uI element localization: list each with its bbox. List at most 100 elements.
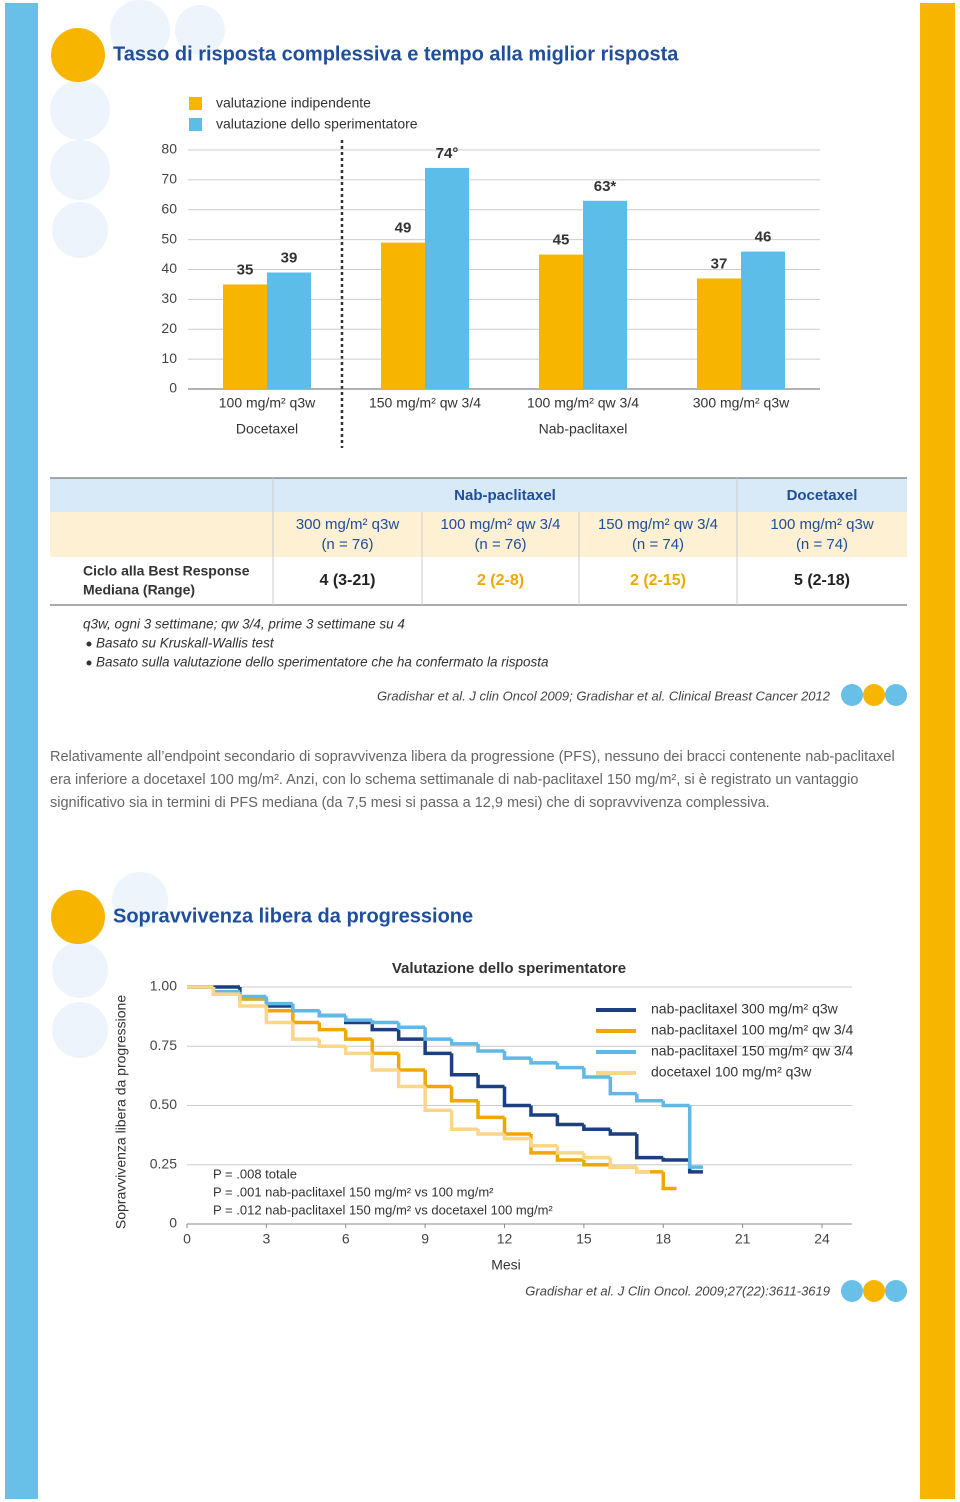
x-tick-label: 100 mg/m² qw 3/4	[527, 395, 639, 411]
km-step	[476, 1043, 505, 1053]
table-subheader-band	[50, 512, 907, 557]
legend-label: valutazione dello sperimentatore	[216, 116, 418, 132]
x-tick-label: 15	[576, 1231, 592, 1247]
km-step	[529, 1138, 558, 1148]
y-tick-label: 80	[161, 141, 177, 157]
y-tick-label: 60	[161, 200, 177, 216]
value-label: 45	[553, 232, 570, 249]
title-dot	[51, 28, 105, 82]
legend-label: docetaxel 100 mg/m² q3w	[651, 1064, 812, 1080]
x-tick-label: 21	[735, 1231, 751, 1247]
km-step	[529, 1105, 558, 1117]
km-step	[317, 1022, 346, 1032]
legend-label: nab-paclitaxel 100 mg/m² qw 3/4	[651, 1022, 854, 1038]
km-step	[555, 1114, 584, 1127]
km-step	[635, 1133, 664, 1160]
series	[187, 985, 703, 1169]
x-tick-label: 150 mg/m² qw 3/4	[369, 395, 481, 411]
series	[187, 985, 703, 1174]
km-step	[449, 1053, 479, 1077]
column-header: 150 mg/m² qw 3/4	[598, 516, 718, 533]
y-tick-label: 30	[161, 290, 177, 306]
left-stripe	[5, 3, 38, 1499]
note: Basato su Kruskall-Wallis test	[96, 636, 275, 651]
y-tick-label: 0.25	[150, 1155, 177, 1171]
watermark	[50, 0, 225, 1058]
bar	[223, 284, 267, 389]
legend-swatch	[189, 118, 202, 131]
km-step	[555, 1152, 584, 1162]
paragraph: Relativamente all’endpoint secondario di…	[50, 749, 895, 811]
bar	[583, 200, 627, 389]
column-header: 300 mg/m² q3w	[296, 516, 400, 533]
km-step	[449, 1039, 479, 1046]
km-step	[529, 1133, 558, 1155]
km-step	[423, 1069, 452, 1089]
source: Gradishar et al. J clin Oncol 2009; Grad…	[377, 688, 831, 703]
source-dots	[841, 684, 907, 1302]
row-label: Mediana (Range)	[83, 582, 195, 598]
note: Basato sulla valutazione dello speriment…	[96, 655, 549, 670]
value-label: 74°	[436, 145, 459, 162]
km-step	[370, 1020, 399, 1025]
chart-title: Sopravvivenza libera da progressione	[113, 905, 473, 927]
table-cell: 2 (2-8)	[477, 572, 524, 589]
row-label: Ciclo alla Best Response	[83, 563, 250, 579]
km-step	[238, 994, 267, 1008]
km-step	[449, 1086, 479, 1103]
value-label: 35	[237, 261, 254, 278]
group-label: Nab-paclitaxel	[539, 421, 628, 437]
km-step	[396, 1069, 426, 1089]
note: q3w, ogni 3 settimane; qw 3/4, prime 3 s…	[83, 617, 405, 632]
km-step	[423, 1027, 452, 1041]
y-axis-label: Sopravvivenza libera da progressione	[113, 995, 129, 1229]
bar	[697, 278, 741, 389]
km-step	[529, 1058, 558, 1065]
km-step	[608, 1129, 637, 1136]
y-tick-label: 0	[169, 380, 177, 396]
annotation: P = .001 nab-paclitaxel 150 mg/m² vs 100…	[213, 1184, 494, 1199]
y-tick-label: 0.50	[150, 1096, 177, 1112]
km-step	[370, 1053, 399, 1072]
bar	[267, 272, 311, 389]
km-step	[502, 1133, 531, 1141]
km-step	[687, 1105, 703, 1169]
km-step	[423, 1086, 452, 1112]
table-cell: 4 (3-21)	[319, 572, 375, 589]
y-tick-label: 0.75	[150, 1037, 177, 1053]
bullet	[86, 641, 92, 647]
x-tick-label: 9	[421, 1231, 429, 1247]
bar	[425, 167, 469, 389]
table-group: Nab-paclitaxel	[454, 487, 556, 504]
x-tick-label: 3	[262, 1231, 270, 1247]
y-tick-label: 0	[169, 1215, 177, 1231]
km-step	[211, 987, 240, 996]
annotation: P = .012 nab-paclitaxel 150 mg/m² vs doc…	[213, 1202, 553, 1217]
km-step	[396, 1029, 426, 1041]
x-tick-label: 6	[342, 1231, 350, 1247]
km-step	[555, 1145, 584, 1155]
bullet	[86, 660, 92, 666]
column-header: 100 mg/m² qw 3/4	[440, 516, 560, 533]
km-step	[582, 1124, 611, 1131]
km-step	[582, 1067, 611, 1079]
km-step	[370, 1022, 399, 1032]
km-step	[608, 1157, 637, 1169]
column-header: (n = 76)	[321, 536, 373, 553]
value-label: 39	[281, 249, 298, 266]
km-step	[449, 1110, 479, 1131]
column-header: 100 mg/m² q3w	[770, 516, 874, 533]
km-step	[423, 1039, 452, 1056]
km-step	[635, 1093, 664, 1103]
km-step	[661, 1157, 690, 1162]
km-step	[264, 1005, 293, 1025]
right-stripe	[920, 3, 955, 1499]
km-step	[291, 1022, 320, 1041]
km-step	[502, 1117, 531, 1136]
x-tick-label: 100 mg/m² q3w	[219, 395, 316, 411]
subtitle: Valutazione dello sperimentatore	[392, 960, 626, 977]
title-dot	[51, 890, 105, 944]
km-step	[238, 991, 267, 999]
